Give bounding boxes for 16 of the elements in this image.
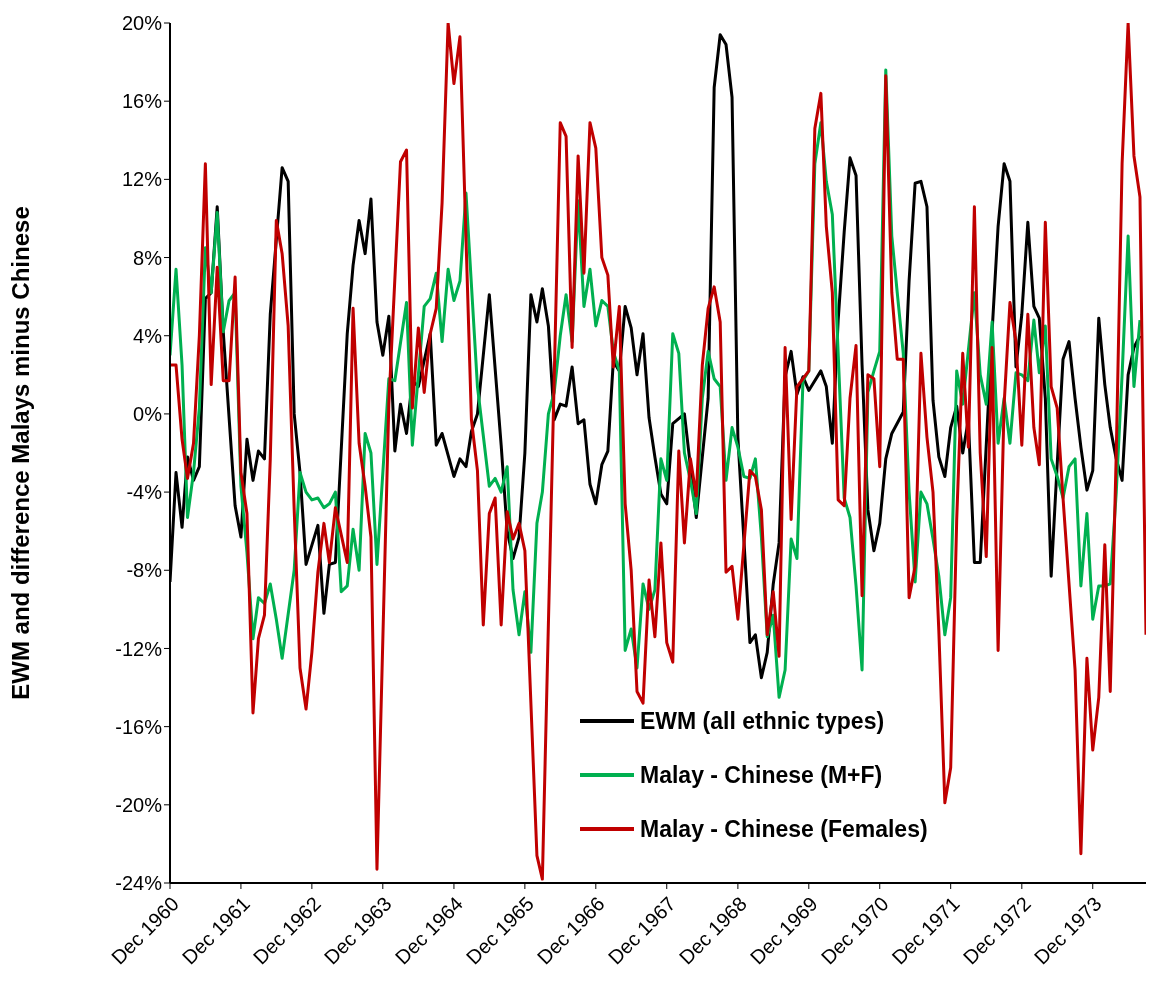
y-tick-label: -4% bbox=[126, 481, 163, 504]
y-tick-label: 8% bbox=[133, 246, 163, 269]
y-tick-label: 16% bbox=[121, 90, 163, 113]
y-tick-label: -20% bbox=[115, 793, 163, 816]
legend-label: EWM (all ethnic types) bbox=[640, 707, 885, 735]
y-tick-label: 4% bbox=[133, 324, 163, 347]
legend-label: Malay - Chinese (M+F) bbox=[640, 761, 883, 789]
y-tick-label: -12% bbox=[115, 637, 163, 660]
y-axis-title: EWM and difference Malays minus Chinese bbox=[6, 206, 34, 700]
y-tick-label: 0% bbox=[133, 403, 163, 426]
legend-label: Malay - Chinese (Females) bbox=[640, 815, 928, 843]
y-tick-label: 20% bbox=[121, 12, 163, 35]
y-tick-label: -24% bbox=[115, 872, 163, 895]
y-tick-label: 12% bbox=[121, 168, 163, 191]
y-tick-label: -16% bbox=[115, 715, 163, 738]
y-tick-label: -8% bbox=[126, 559, 163, 582]
